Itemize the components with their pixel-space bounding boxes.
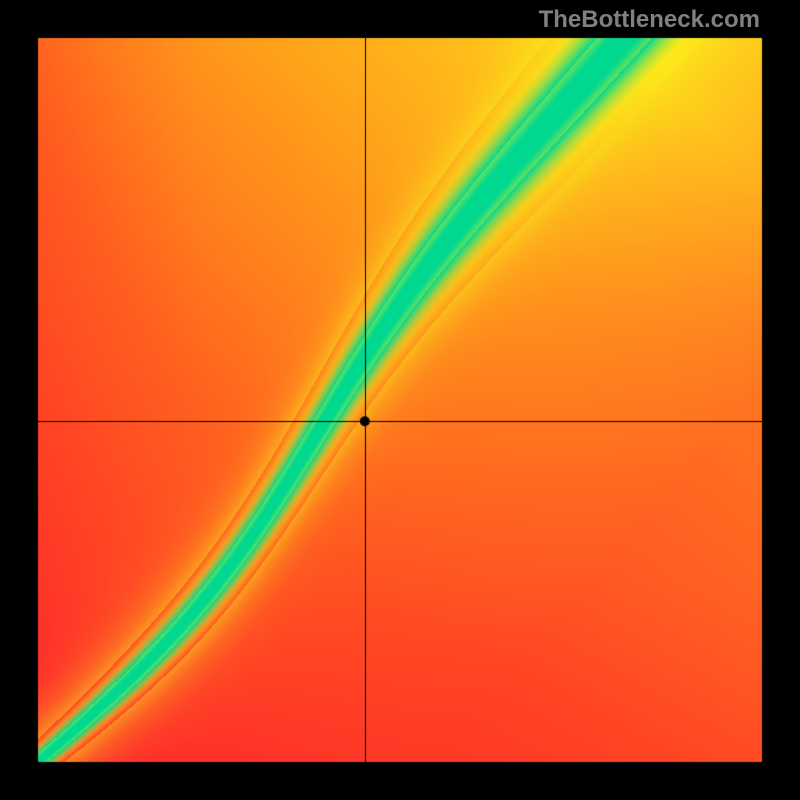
heatmap-canvas [0, 0, 800, 800]
watermark-text: TheBottleneck.com [539, 6, 760, 34]
chart-container: TheBottleneck.com [0, 0, 800, 800]
